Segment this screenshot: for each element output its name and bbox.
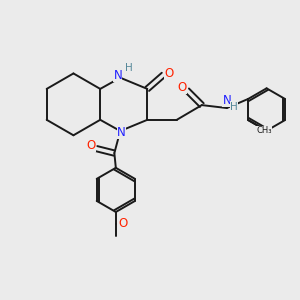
Text: H: H [230,102,238,112]
Text: O: O [177,81,186,94]
Text: O: O [118,217,128,230]
Text: N: N [223,94,231,107]
Text: O: O [164,67,173,80]
Text: H: H [124,63,132,73]
Text: CH₃: CH₃ [256,126,272,135]
Text: O: O [87,139,96,152]
Text: N: N [117,126,126,139]
Text: N: N [113,69,122,82]
